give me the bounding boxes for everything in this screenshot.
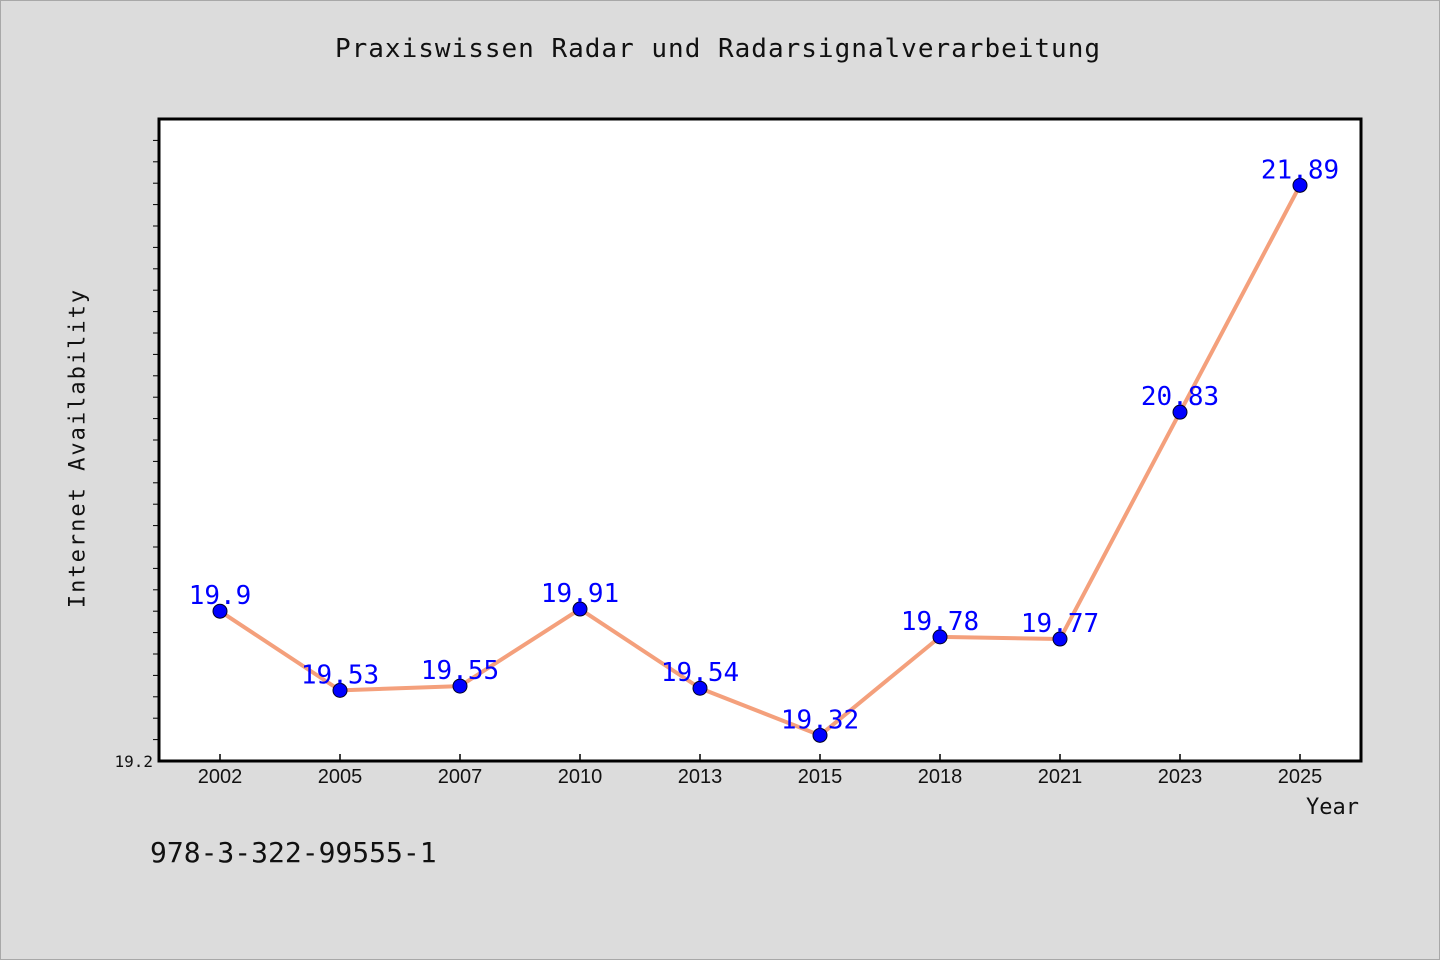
- data-label: 19.55: [421, 656, 499, 686]
- data-point: [692, 680, 708, 696]
- data-label: 19.77: [1021, 609, 1099, 639]
- data-point: [1292, 177, 1308, 193]
- data-point: [932, 629, 948, 645]
- markers: [212, 177, 1308, 743]
- series-line: [218, 184, 1302, 738]
- x-tick-label: 2015: [798, 766, 843, 788]
- data-labels: 19.9 19.53 19.55 19.91 19.54 19.32 19.78 19.77 2…: [189, 155, 1339, 735]
- plot-area: [157, 117, 1363, 763]
- data-point: [332, 682, 348, 698]
- data-label: 19.91: [541, 579, 619, 609]
- x-tick-label: 2018: [918, 766, 963, 788]
- x-ticks: 2002 2005 2007 2010 2013 2015 2018 2021 2023 2025: [198, 754, 1323, 788]
- isbn-text: 978-3-322-99555-1: [150, 836, 437, 869]
- data-label: 19.54: [661, 658, 739, 688]
- data-label: 19.53: [301, 660, 379, 690]
- data-label: 19.78: [901, 607, 979, 637]
- chart-title: Praxiswissen Radar und Radarsignalverarb…: [334, 34, 1102, 64]
- x-tick-label: 2002: [198, 766, 243, 788]
- x-tick-label: 2023: [1158, 766, 1203, 788]
- data-label: 20.83: [1141, 382, 1219, 412]
- data-point: [452, 678, 468, 694]
- x-tick-label: 2013: [678, 766, 723, 788]
- x-tick-label: 2021: [1038, 766, 1083, 788]
- data-label: 21.89: [1261, 155, 1339, 185]
- x-tick-label: 2010: [558, 766, 603, 788]
- data-label: 19.32: [781, 705, 859, 735]
- data-point: [812, 727, 828, 743]
- y-ticks: 19.2: [114, 139, 159, 771]
- x-tick-label: 2007: [438, 766, 483, 788]
- data-point: [1172, 404, 1188, 420]
- x-tick-label: 2005: [318, 766, 363, 788]
- x-axis-label: Year: [1306, 795, 1359, 820]
- x-tick-label: 2025: [1278, 766, 1323, 788]
- y-tick-label: 19.2: [114, 752, 153, 771]
- data-point: [212, 603, 228, 619]
- data-label: 19.9: [189, 581, 252, 611]
- data-point: [572, 601, 588, 617]
- data-point: [1052, 631, 1068, 647]
